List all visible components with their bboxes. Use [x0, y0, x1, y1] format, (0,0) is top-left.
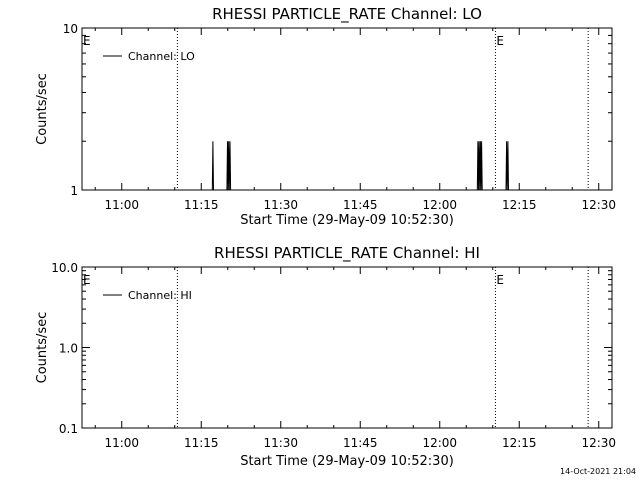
event-marker-label: E — [496, 34, 504, 48]
x-tick-label: 12:00 — [422, 198, 457, 212]
y-axis-label: Counts/sec — [35, 312, 50, 384]
event-marker-label: E — [496, 273, 504, 287]
panel-hi: RHESSI PARTICLE_RATE Channel: HI 11:00 11:… — [35, 244, 616, 469]
x-tick-label: 11:30 — [263, 436, 298, 450]
x-tick-label: 11:45 — [343, 436, 378, 450]
x-tick-label: 12:00 — [422, 436, 457, 450]
series-line — [211, 141, 214, 191]
y-axis-label: Counts/sec — [35, 73, 50, 145]
x-tick-label: 11:00 — [104, 198, 139, 212]
x-tick-label: 12:15 — [502, 198, 537, 212]
series-line — [476, 141, 483, 191]
x-tick-label: 11:30 — [263, 198, 298, 212]
x-tick-label: 11:45 — [343, 198, 378, 212]
panel-lo: RHESSI PARTICLE_RATE Channel: LO 11:00 11:… — [35, 5, 616, 228]
series-line — [505, 141, 509, 191]
event-marker-label: E — [83, 34, 91, 48]
chart-title: RHESSI PARTICLE_RATE Channel: LO — [212, 5, 482, 24]
legend-label: Channel: HI — [128, 289, 192, 302]
x-tick-label: 11:00 — [104, 436, 139, 450]
x-tick-label: 11:15 — [184, 436, 219, 450]
chart-title: RHESSI PARTICLE_RATE Channel: HI — [214, 244, 480, 263]
y-tick-label: 0.1 — [59, 422, 78, 436]
y-tick-label: 1 — [70, 184, 78, 198]
event-marker-label: E — [83, 273, 91, 287]
x-tick-label: 12:30 — [581, 436, 616, 450]
y-tick-label: 10.0 — [51, 261, 78, 275]
legend-label: Channel: LO — [128, 50, 195, 63]
x-axis-label: Start Time (29-May-09 10:52:30) — [240, 213, 454, 228]
plot-frame — [81, 27, 613, 191]
y-tick-label: 10 — [63, 22, 78, 36]
x-tick-label: 11:15 — [184, 198, 219, 212]
series-line — [226, 141, 232, 191]
x-tick-label: 12:15 — [502, 436, 537, 450]
y-tick-label: 1.0 — [59, 342, 78, 356]
x-axis-label: Start Time (29-May-09 10:52:30) — [240, 454, 454, 469]
footer-timestamp: 14-Oct-2021 21:04 — [560, 467, 636, 476]
x-tick-label: 12:30 — [581, 198, 616, 212]
